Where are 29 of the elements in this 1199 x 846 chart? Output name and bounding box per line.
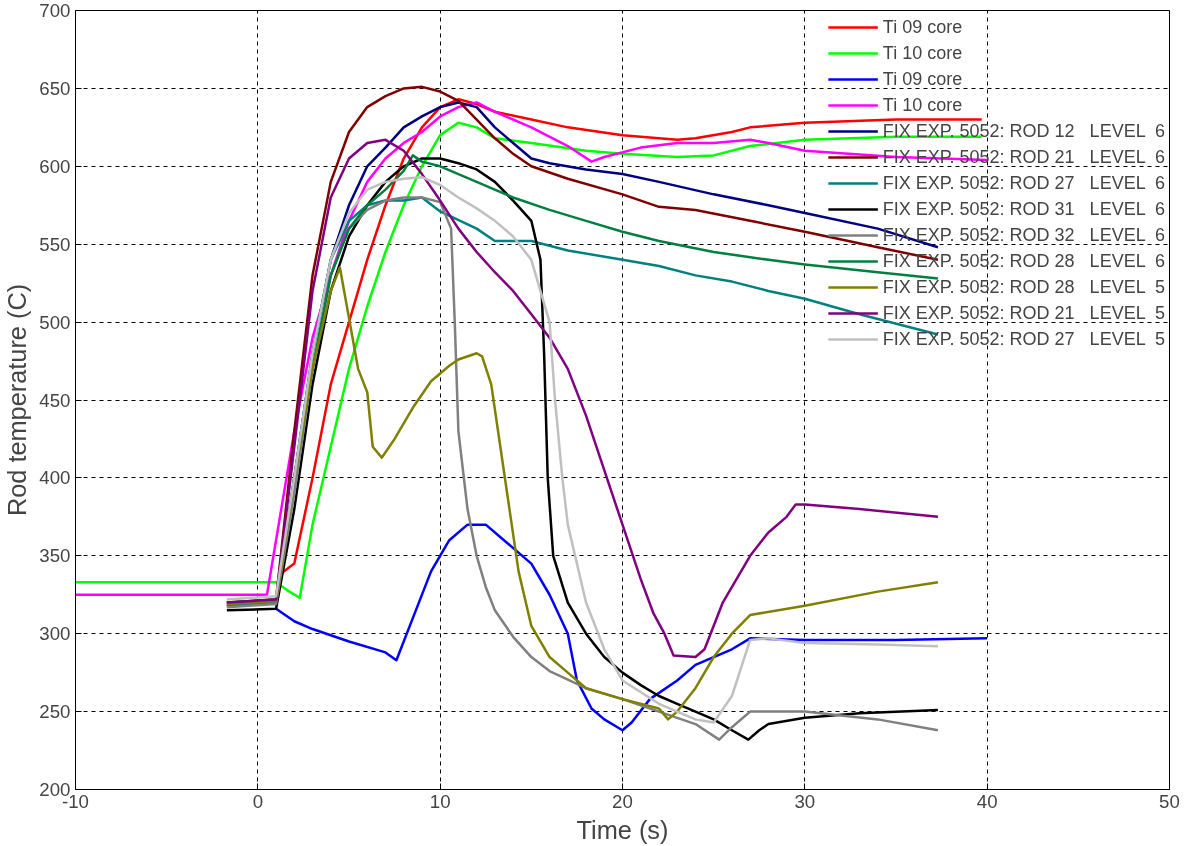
x-axis-title: Time (s): [576, 815, 669, 844]
legend-label: FIX EXP. 5052: ROD 28 LEVEL 6: [882, 249, 1165, 273]
x-tick-label: 50: [1159, 790, 1180, 812]
y-tick-label: 700: [39, 0, 71, 21]
x-tick-label: 40: [976, 790, 998, 812]
y-tick-label: 300: [39, 623, 71, 645]
y-tick-label: 350: [39, 545, 71, 567]
y-tick-label: 450: [39, 389, 71, 411]
y-tick-label: 600: [39, 155, 71, 177]
x-tick-label: 20: [612, 790, 633, 812]
legend-label: FIX EXP. 5052: ROD 27 LEVEL 6: [882, 171, 1165, 195]
x-tick-label: 30: [794, 790, 816, 812]
y-axis-title: Rod temperature (C): [3, 283, 32, 517]
legend-label: Ti 09 core: [882, 67, 963, 91]
legend-label: FIX EXP. 5052: ROD 27 LEVEL 5: [882, 327, 1165, 351]
legend-label: FIX EXP. 5052: ROD 31 LEVEL 6: [882, 197, 1165, 221]
legend-label: Ti 10 core: [882, 41, 963, 65]
legend-label: FIX EXP. 5052: ROD 28 LEVEL 5: [882, 275, 1165, 299]
y-tick-label: 500: [39, 311, 71, 333]
y-tick-label: 550: [39, 233, 71, 255]
legend-label: FIX EXP. 5052: ROD 21 LEVEL 5: [882, 301, 1165, 325]
y-tick-label: 400: [39, 467, 71, 489]
legend-label: Ti 10 core: [882, 93, 963, 117]
legend-label: Ti 09 core: [882, 15, 963, 39]
x-tick-label: 0: [252, 790, 264, 812]
x-tick-label: 10: [429, 790, 451, 812]
y-tick-label: 650: [39, 77, 71, 99]
y-tick-label: 250: [39, 701, 71, 723]
line-series: [274, 523, 989, 732]
